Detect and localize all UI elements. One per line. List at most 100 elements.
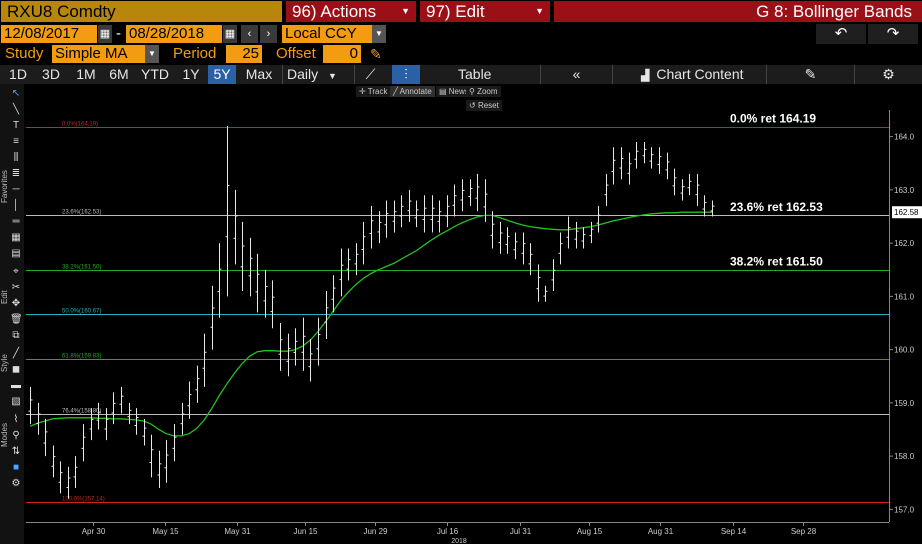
mode-pan-icon[interactable]: ⇅ bbox=[11, 446, 21, 457]
period-ytd-button[interactable]: YTD bbox=[141, 66, 169, 82]
calendar-icon[interactable]: ▦ bbox=[98, 25, 112, 43]
x-tick-label: Aug 15 bbox=[577, 527, 603, 536]
news-label: News bbox=[448, 87, 469, 96]
period-1m-button[interactable]: 1M bbox=[76, 66, 96, 82]
retracement-annotation: 38.2% ret 161.50 bbox=[730, 255, 823, 269]
trash-icon[interactable]: 🗑 bbox=[10, 314, 23, 325]
period-input[interactable]: 25 bbox=[226, 45, 262, 63]
calendar-icon[interactable]: ▦ bbox=[223, 25, 237, 43]
x-tick-label: Sep 28 bbox=[791, 527, 817, 536]
settings-small-icon[interactable]: ⚙ bbox=[11, 478, 21, 489]
last-price-label: 162.58 bbox=[894, 208, 919, 217]
actions-menu-button[interactable]: 96) Actions ▼ bbox=[286, 1, 416, 22]
edit-chart-icon[interactable]: ✎ bbox=[766, 65, 854, 84]
ticker-field[interactable]: RXU8 Comdty bbox=[1, 1, 282, 22]
period-5y-button[interactable]: 5Y bbox=[208, 65, 236, 84]
fib-label: 0.0%(164.19) bbox=[62, 122, 98, 128]
vline-icon[interactable]: │ bbox=[12, 200, 20, 211]
channel-icon[interactable]: ═ bbox=[12, 216, 20, 227]
currency-select[interactable]: Local CCY bbox=[282, 25, 372, 43]
draw-line-icon[interactable]: ╲ bbox=[12, 104, 20, 115]
x-tick-label: May 31 bbox=[224, 527, 251, 536]
y-tick-label: 158.0 bbox=[894, 452, 915, 461]
y-ticks: 157.0 158.0 159.0 160.0 161.0 162.0 163.0 164.0 bbox=[889, 133, 915, 514]
period-1d-button[interactable]: 1D bbox=[9, 66, 27, 82]
layers-icon[interactable]: ▤ bbox=[11, 248, 21, 259]
zoom-button[interactable]: ⚲ Zoom bbox=[466, 86, 501, 97]
track-button[interactable]: ✛ Track bbox=[356, 86, 391, 97]
news-button[interactable]: ▤ News bbox=[436, 86, 472, 97]
annotate-button[interactable]: ╱ Annotate bbox=[390, 86, 435, 97]
cut-icon[interactable]: ✂ bbox=[11, 282, 21, 293]
edit-label: 97) Edit bbox=[426, 2, 485, 21]
cursor-edit-icon[interactable]: ⌖ bbox=[13, 266, 19, 277]
last-price-group: 162.58 bbox=[892, 206, 922, 219]
width-icon[interactable]: ▬ bbox=[11, 380, 21, 391]
period-value: 25 bbox=[242, 45, 259, 62]
x-tick-label: Jun 29 bbox=[363, 527, 388, 536]
period-6m-button[interactable]: 6M bbox=[109, 66, 129, 82]
x-tick-label: Jul 16 bbox=[437, 527, 459, 536]
end-date-input[interactable]: 08/28/2018 bbox=[126, 25, 222, 43]
mode-pointer-icon[interactable]: ⌇ bbox=[13, 414, 19, 425]
grid-tool-icon[interactable]: ▦ bbox=[11, 232, 21, 243]
x-tick-label: Jun 15 bbox=[293, 527, 318, 536]
mode-zoom-icon[interactable]: ⚲ bbox=[12, 430, 20, 441]
hline-icon[interactable]: ─ bbox=[12, 184, 20, 195]
color-icon[interactable]: ◼ bbox=[11, 364, 21, 375]
end-date-text: 08/28/2018 bbox=[129, 25, 205, 42]
study-value: Simple MA bbox=[55, 45, 128, 62]
table-label: Table bbox=[458, 66, 492, 82]
period-max-button[interactable]: Max bbox=[245, 66, 273, 82]
fill-icon[interactable]: ▧ bbox=[11, 396, 21, 407]
line-style-icon[interactable]: ╱ bbox=[12, 348, 20, 359]
parallel-lines-icon[interactable]: ≡ bbox=[13, 136, 19, 147]
chart-content-button[interactable]: ▟ Chart Content bbox=[612, 65, 766, 84]
y-tick-label: 162.0 bbox=[894, 239, 915, 248]
annotate-label: Annotate bbox=[399, 87, 432, 96]
next-range-button[interactable]: › bbox=[260, 25, 277, 43]
x-tick-label: Jul 31 bbox=[510, 527, 532, 536]
start-date-input[interactable]: 12/08/2017 bbox=[1, 25, 97, 43]
fib-levels: 0.0%(164.19) 23.6%(162.53) 38.2%(161.50) 50… bbox=[26, 122, 889, 503]
fib-label: 76.4%(158.80) bbox=[62, 409, 101, 415]
period-1y-button[interactable]: 1Y bbox=[182, 66, 200, 82]
frequency-select[interactable]: Daily ▼ bbox=[282, 65, 346, 84]
retracement-icon[interactable]: ≣ bbox=[11, 168, 21, 179]
caret-down-icon[interactable]: ▼ bbox=[372, 25, 386, 43]
study-select[interactable]: Simple MA bbox=[52, 45, 145, 63]
pointer-icon[interactable]: ↖ bbox=[11, 88, 21, 99]
x-tick-label: Aug 31 bbox=[648, 527, 674, 536]
offset-input[interactable]: 0 bbox=[323, 45, 361, 63]
redo-icon[interactable]: ↷ bbox=[868, 24, 918, 44]
graph-title: G 8: Bollinger Bands bbox=[554, 1, 922, 22]
gear-icon[interactable]: ⚙ bbox=[854, 65, 922, 84]
y-tick-label: 160.0 bbox=[894, 346, 915, 355]
actions-label: 96) Actions bbox=[292, 2, 377, 21]
text-tool-icon[interactable]: T bbox=[12, 120, 20, 131]
mode-select-icon[interactable]: ■ bbox=[12, 462, 20, 473]
reset-button[interactable]: ↺ Reset bbox=[466, 100, 502, 111]
caret-down-icon[interactable]: ▼ bbox=[145, 45, 159, 63]
undo-icon[interactable]: ↶ bbox=[816, 24, 866, 44]
table-button[interactable]: Table bbox=[424, 65, 532, 84]
line-chart-icon[interactable]: ⟋ bbox=[354, 65, 386, 84]
move-icon[interactable]: ✥ bbox=[11, 298, 21, 309]
fib-label: 38.2%(161.50) bbox=[62, 265, 101, 271]
bar-chart-icon[interactable]: ⫶ bbox=[392, 65, 420, 84]
collapse-panel-icon[interactable]: « bbox=[540, 65, 612, 84]
style-section-label: Style bbox=[0, 354, 9, 372]
frequency-text: Daily bbox=[287, 66, 319, 82]
edit-menu-button[interactable]: 97) Edit ▼ bbox=[420, 1, 550, 22]
fib-tool-icon[interactable]: ⫼ bbox=[13, 152, 19, 163]
period-3d-button[interactable]: 3D bbox=[42, 66, 60, 82]
ticker-text: RXU8 Comdty bbox=[7, 2, 116, 21]
x-tick-label: May 15 bbox=[152, 527, 179, 536]
date-separator: - bbox=[116, 25, 121, 42]
prev-range-button[interactable]: ‹ bbox=[241, 25, 258, 43]
edit-section-label: Edit bbox=[0, 290, 9, 304]
graph-title-text: G 8: Bollinger Bands bbox=[756, 2, 912, 21]
pencil-icon[interactable]: ✎ bbox=[370, 46, 382, 62]
fib-label: 50.0%(160.67) bbox=[62, 309, 101, 315]
clone-icon[interactable]: ⧉ bbox=[12, 330, 20, 341]
